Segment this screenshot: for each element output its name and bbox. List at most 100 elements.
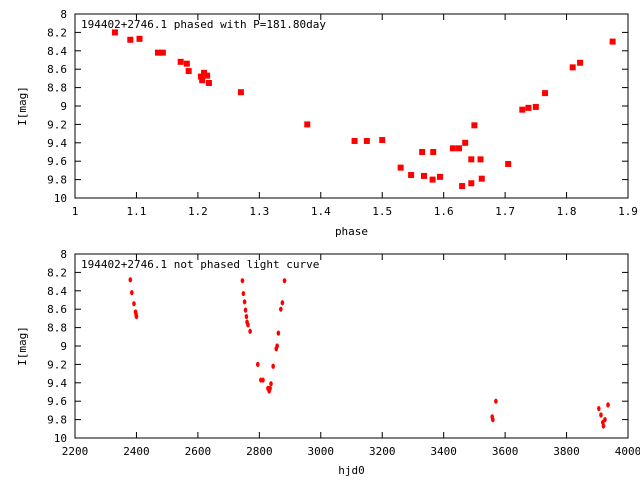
y-tick-label: 8.8 [47, 82, 67, 95]
data-point [282, 278, 287, 284]
y-tick-label: 9.4 [47, 137, 67, 150]
y-tick-label: 9.4 [47, 377, 67, 390]
data-point [130, 290, 134, 296]
y-axis-label: I[mag] [16, 326, 29, 366]
data-point [177, 58, 184, 65]
data-point [477, 156, 484, 163]
x-tick-label: 2400 [123, 445, 150, 458]
data-point [268, 385, 272, 391]
data-point [351, 137, 358, 144]
y-tick-label: 8.4 [47, 285, 67, 298]
x-tick-label: 1.8 [557, 205, 577, 218]
data-point [204, 72, 211, 79]
y-tick-label: 9.6 [47, 155, 67, 168]
data-point [525, 104, 532, 111]
data-point [468, 156, 475, 163]
data-point [597, 405, 601, 412]
data-point [276, 330, 281, 336]
data-point [154, 49, 161, 56]
x-tick-label: 1.5 [372, 205, 392, 218]
data-point [127, 36, 134, 43]
data-point [261, 377, 265, 383]
data-point [408, 172, 415, 178]
data-point [237, 89, 244, 96]
data-point [379, 137, 386, 144]
data-point [269, 381, 273, 387]
data-point [136, 35, 143, 42]
data-point [199, 77, 206, 84]
y-tick-label: 10 [54, 432, 67, 445]
x-axis-label: hjd0 [338, 464, 365, 477]
data-point [471, 122, 478, 129]
chart-title: 194402+2746.1 phased with P=181.80day [81, 18, 326, 31]
data-point [128, 277, 133, 283]
data-point [185, 68, 192, 75]
data-point [244, 313, 249, 320]
unphased-light-curve-panel: 2200 2400 2600 2800 3000 3200 3400 3600 3800 4000… [16, 248, 640, 477]
data-point [243, 307, 248, 313]
data-point [449, 145, 456, 152]
data-point [468, 180, 475, 187]
x-tick-label: 3400 [430, 445, 457, 458]
data-point [456, 145, 463, 152]
data-point [205, 80, 212, 86]
data-point [459, 183, 466, 190]
x-tick-label: 2800 [246, 445, 273, 458]
data-point [494, 398, 498, 404]
y-tick-label: 9.2 [47, 118, 67, 131]
data-point [419, 149, 426, 155]
x-tick-label: 1.1 [127, 205, 147, 218]
x-tick-label: 3200 [369, 445, 396, 458]
data-point [363, 137, 370, 144]
data-point [111, 29, 118, 36]
data-point [197, 73, 204, 80]
data-point [429, 176, 436, 183]
y-tick-label: 10 [54, 192, 67, 205]
y-tick-label: 8.2 [47, 26, 67, 39]
x-tick-label: 1.4 [311, 205, 331, 218]
data-point [275, 343, 279, 349]
x-tick-label: 3600 [492, 445, 519, 458]
data-point [601, 423, 606, 429]
y-tick-label: 9.8 [47, 414, 67, 427]
data-point [577, 59, 584, 66]
y-tick-label: 8.2 [47, 266, 67, 279]
data-point [569, 64, 576, 71]
data-point [201, 69, 208, 76]
y-tick-label: 9 [60, 100, 67, 113]
data-point [241, 290, 246, 297]
data-point [532, 103, 539, 110]
data-point [609, 38, 616, 45]
x-tick-label: 1.3 [249, 205, 269, 218]
x-tick-label: 1 [72, 205, 79, 218]
data-point [242, 299, 247, 305]
data-point [280, 300, 285, 306]
data-point [304, 121, 311, 128]
data-point [132, 301, 136, 307]
data-point [397, 164, 404, 171]
x-tick-label: 3000 [308, 445, 335, 458]
x-tick-label: 1.2 [188, 205, 208, 218]
data-point [519, 106, 526, 113]
phased-light-curve-panel: 1 1.1 1.2 1.3 1.4 1.5 1.6 1.7 1.8 1.9 8 8.2 8.4 8.6 8.… [16, 8, 638, 238]
data-point [430, 149, 437, 155]
x-tick-label: 3800 [553, 445, 580, 458]
x-tick-label: 1.7 [495, 205, 515, 218]
x-tick-label: 2200 [62, 445, 89, 458]
data-point [255, 361, 260, 367]
y-tick-label: 9.6 [47, 395, 67, 408]
data-point [240, 278, 245, 284]
data-point [279, 306, 283, 312]
data-point [505, 160, 512, 167]
y-tick-label: 9.2 [47, 358, 67, 371]
data-point [248, 328, 252, 334]
x-tick-label: 1.9 [618, 205, 638, 218]
x-axis-label: phase [335, 225, 368, 238]
data-point [606, 402, 610, 408]
data-point [491, 417, 495, 423]
y-tick-label: 8.4 [47, 45, 67, 58]
data-point [436, 173, 443, 180]
y-tick-label: 8.8 [47, 322, 67, 335]
data-point [134, 313, 139, 320]
